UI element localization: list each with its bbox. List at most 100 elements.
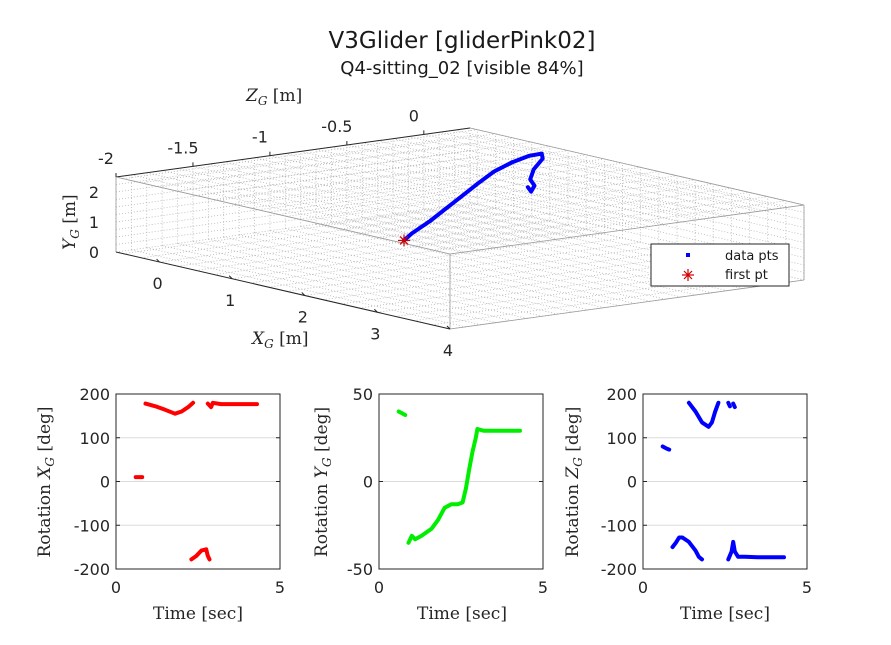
x-axis-label-rot-z: Time [sec]: [680, 604, 770, 624]
x-tick-label-3d: 0: [152, 274, 162, 293]
floor-grid-line: [254, 232, 589, 311]
top-grid-line: [177, 168, 512, 246]
top-grid-line: [159, 137, 514, 188]
y-tick-label: 200: [606, 385, 637, 404]
top-grid-line: [208, 163, 543, 242]
x-axis-label-3d: XG [m]: [250, 329, 309, 351]
figure-subtitle: Q4-sitting_02 [visible 84%]: [340, 58, 583, 79]
y-tick-label: 50: [353, 385, 373, 404]
legend-label-data-pts: data pts: [725, 249, 779, 264]
top-grid-line: [341, 179, 696, 230]
x-axis-label-rot-x: Time [sec]: [153, 604, 243, 624]
top-grid-line: [395, 192, 750, 242]
wall-grid-line: [115, 180, 471, 230]
floor-grid-line: [315, 223, 651, 302]
y-tick-label: -200: [74, 560, 110, 579]
x-axis-label-rot-y: Time [sec]: [417, 604, 507, 624]
top-grid-line: [141, 133, 496, 184]
floor-grid-line: [250, 233, 605, 284]
data-pts-trace: [402, 151, 545, 243]
top-grid-line: [331, 146, 666, 225]
top-grid-line: [304, 171, 659, 221]
floor-grid-line: [286, 241, 641, 292]
floor-grid-line: [177, 243, 512, 321]
floor-grid-line: [146, 247, 481, 326]
wall-grid-line: [115, 202, 471, 253]
top-grid-line: [232, 154, 587, 205]
top-grid-line: [250, 158, 605, 209]
legend-label-first-pt: first pt: [725, 268, 768, 283]
x-tick-label: 5: [275, 578, 285, 597]
legend-marker-first-pt: [682, 269, 694, 281]
x-tick-label-3d: 4: [443, 341, 453, 360]
wall-grid-line: [115, 135, 471, 185]
grid-3d: [115, 127, 805, 330]
y-tick-label: 200: [79, 385, 110, 404]
legend-box: [650, 243, 790, 287]
floor-grid-line: [177, 216, 532, 267]
series-line: [205, 400, 259, 410]
floor-grid-line: [285, 228, 620, 306]
y-axis-label-rot-y: Rotation YG [deg]: [312, 407, 334, 557]
y-tick-label-3d: 1: [89, 213, 99, 232]
first-pt-stroke: [399, 236, 409, 245]
series-line: [686, 400, 721, 429]
z-tick-label-3d: 0: [409, 106, 419, 125]
x-tick-label-3d: 2: [298, 308, 308, 327]
y-tick-label: 100: [606, 429, 637, 448]
top-grid-line: [454, 129, 789, 208]
floor-grid-line: [322, 250, 677, 301]
box-edge: [115, 176, 451, 255]
x-tick-label: 5: [538, 578, 548, 597]
series-line: [189, 547, 212, 562]
top-grid-line: [162, 170, 497, 248]
floor-grid-line: [300, 226, 635, 304]
floor-grid-line: [346, 219, 681, 298]
floor-grid-line: [131, 249, 466, 328]
z-tick-label-3d: -1: [252, 128, 268, 147]
top-grid-line: [346, 144, 681, 223]
z-tick-label-3d: -1.5: [167, 138, 198, 157]
wall-grid-line: [469, 135, 805, 213]
top-grid-line: [195, 146, 550, 196]
top-grid-line: [359, 183, 714, 234]
floor-grid-line: [208, 238, 543, 317]
top-grid-line: [377, 140, 712, 219]
top-grid-line: [239, 159, 574, 238]
y-tick-label: 0: [363, 473, 373, 492]
x-tick-label: 5: [802, 578, 812, 597]
top-grid-line: [213, 150, 569, 200]
top-grid-line: [223, 161, 558, 240]
wall-grid-line: [469, 172, 805, 251]
y-tick-label: -200: [601, 560, 637, 579]
floor-grid-line: [192, 240, 528, 319]
y-tick-label: -100: [601, 516, 637, 535]
floor-grid-line: [223, 236, 558, 315]
x-tick-label: 0: [111, 578, 121, 597]
top-grid-line: [254, 157, 589, 236]
floor-grid-line: [341, 254, 696, 305]
wall-grid-line: [115, 195, 471, 245]
x-tick-mark: [446, 325, 451, 330]
top-grid-line: [322, 175, 677, 226]
top-grid-line: [392, 138, 728, 217]
x-tick-mark: [228, 275, 233, 280]
top-grid-line: [268, 162, 623, 213]
trajectory-points: [398, 151, 545, 247]
top-grid-line: [377, 187, 732, 238]
tick-labels-3d: 0 1 2 3 4 0 1 2 -2 -1.5 -1 -0.5 0: [89, 106, 453, 360]
series-line: [731, 401, 737, 410]
top-grid-line: [269, 155, 605, 234]
floor-grid-line: [362, 217, 697, 296]
y-tick-label: 0: [100, 473, 110, 492]
series-line: [406, 427, 522, 545]
rotation-y-plot: 500-500 5: [347, 385, 548, 597]
wall-grid-line: [115, 157, 471, 208]
y-tick-label: 100: [79, 429, 110, 448]
top-grid-line: [286, 166, 641, 217]
top-grid-line: [177, 141, 532, 192]
top-grid-line: [408, 136, 743, 214]
y-tick-label: -50: [347, 560, 373, 579]
y-axis-label-3d: YG [m]: [60, 194, 82, 250]
